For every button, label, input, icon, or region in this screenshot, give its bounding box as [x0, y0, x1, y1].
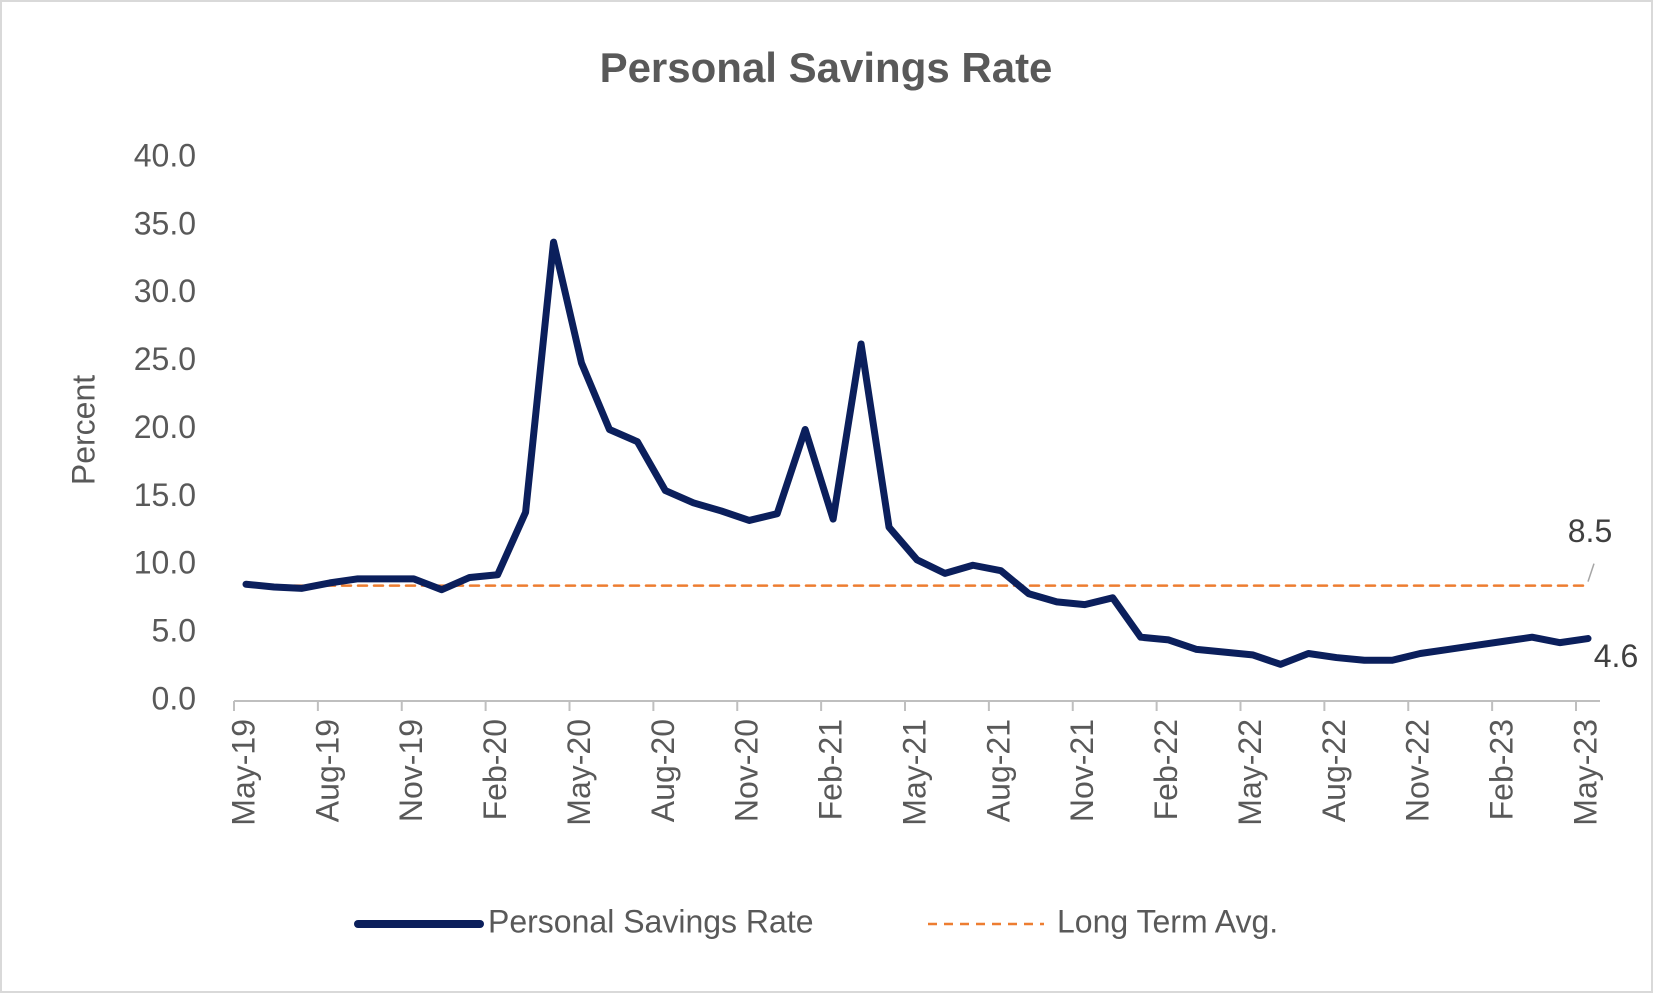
x-tick-label: May-19	[225, 719, 261, 826]
y-tick-label: 20.0	[134, 409, 196, 445]
x-tick-label: Feb-21	[813, 719, 849, 820]
legend-label: Personal Savings Rate	[488, 903, 814, 939]
leader-line	[1587, 563, 1595, 582]
x-tick-label: Nov-22	[1400, 719, 1436, 822]
x-tick-label: Aug-21	[980, 719, 1016, 822]
series-line	[242, 238, 1592, 668]
x-tick-label: Aug-19	[309, 719, 345, 822]
x-tick-label: Feb-22	[1148, 719, 1184, 820]
x-tick-label: May-23	[1567, 719, 1603, 826]
y-tick-label: 35.0	[134, 205, 196, 241]
legend-label: Long Term Avg.	[1057, 903, 1278, 939]
y-tick-label: 0.0	[152, 680, 196, 716]
data-label: 8.5	[1568, 513, 1612, 549]
x-tick-label: Feb-23	[1484, 719, 1520, 820]
x-tick-label: Nov-21	[1064, 719, 1100, 822]
x-tick-label: Nov-20	[729, 719, 765, 822]
x-tick-label: May-20	[561, 719, 597, 826]
x-tick-label: Aug-20	[645, 719, 681, 822]
x-tick-label: May-21	[896, 719, 932, 826]
y-tick-label: 40.0	[134, 137, 196, 173]
y-axis-label: Percent	[65, 375, 101, 485]
y-tick-label: 30.0	[134, 273, 196, 309]
data-label: 4.6	[1594, 638, 1638, 674]
chart-title: Personal Savings Rate	[600, 44, 1053, 91]
x-tick-label: Aug-22	[1316, 719, 1352, 822]
y-tick-label: 15.0	[134, 477, 196, 513]
x-tick-label: Nov-19	[393, 719, 429, 822]
y-tick-label: 25.0	[134, 341, 196, 377]
y-tick-label: 5.0	[152, 613, 196, 649]
y-tick-label: 10.0	[134, 545, 196, 581]
x-tick-label: Feb-20	[477, 719, 513, 820]
x-tick-label: May-22	[1232, 719, 1268, 826]
